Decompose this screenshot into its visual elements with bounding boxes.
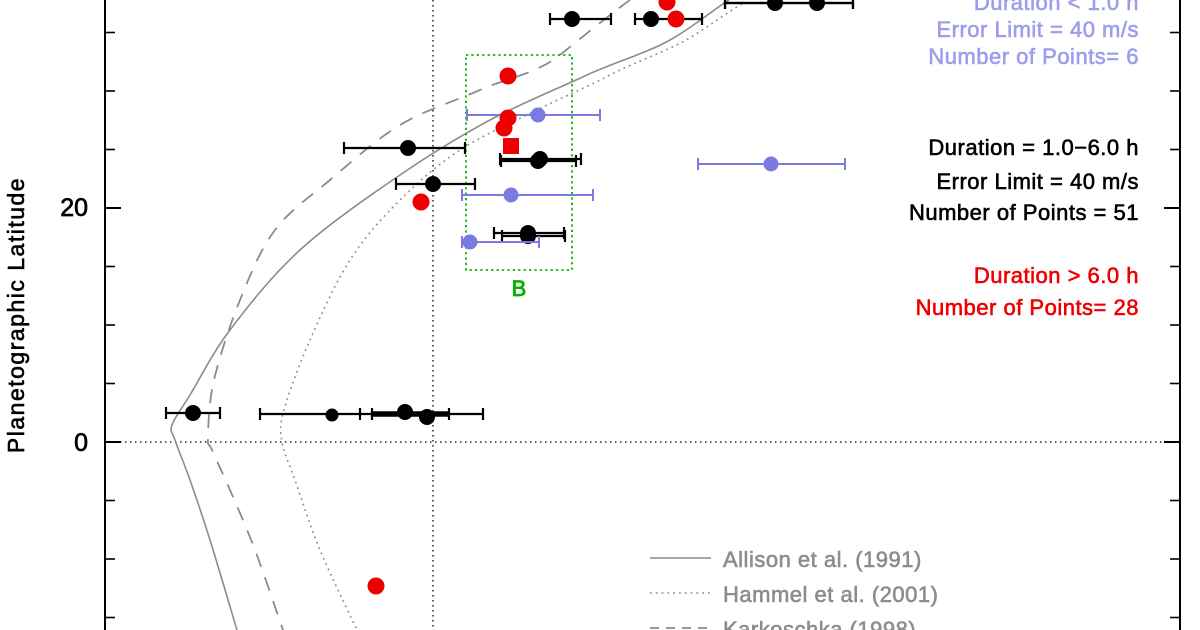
svg-text:Duration = 1.0−6.0 h: Duration = 1.0−6.0 h (928, 135, 1139, 160)
svg-text:Error Limit = 40 m/s: Error Limit = 40 m/s (936, 17, 1139, 42)
svg-text:Duration > 6.0 h: Duration > 6.0 h (974, 263, 1139, 288)
svg-text:Hammel et al. (2001): Hammel et al. (2001) (723, 582, 938, 607)
svg-text:Error Limit = 40 m/s: Error Limit = 40 m/s (936, 169, 1139, 194)
svg-text:Planetographic Latitude: Planetographic Latitude (3, 177, 29, 453)
svg-text:Duration < 1.0 h: Duration < 1.0 h (974, 0, 1139, 15)
svg-text:Number of Points= 28: Number of Points= 28 (916, 295, 1139, 320)
svg-text:20: 20 (60, 194, 88, 222)
svg-text:B: B (512, 276, 527, 301)
svg-text:Number of Points = 51: Number of Points = 51 (909, 200, 1139, 225)
svg-text:Karkoschka (1998): Karkoschka (1998) (723, 617, 916, 630)
svg-text:Allison et al. (1991): Allison et al. (1991) (723, 547, 922, 572)
svg-text:0: 0 (74, 429, 88, 457)
svg-text:Number of Points= 6: Number of Points= 6 (928, 44, 1139, 69)
